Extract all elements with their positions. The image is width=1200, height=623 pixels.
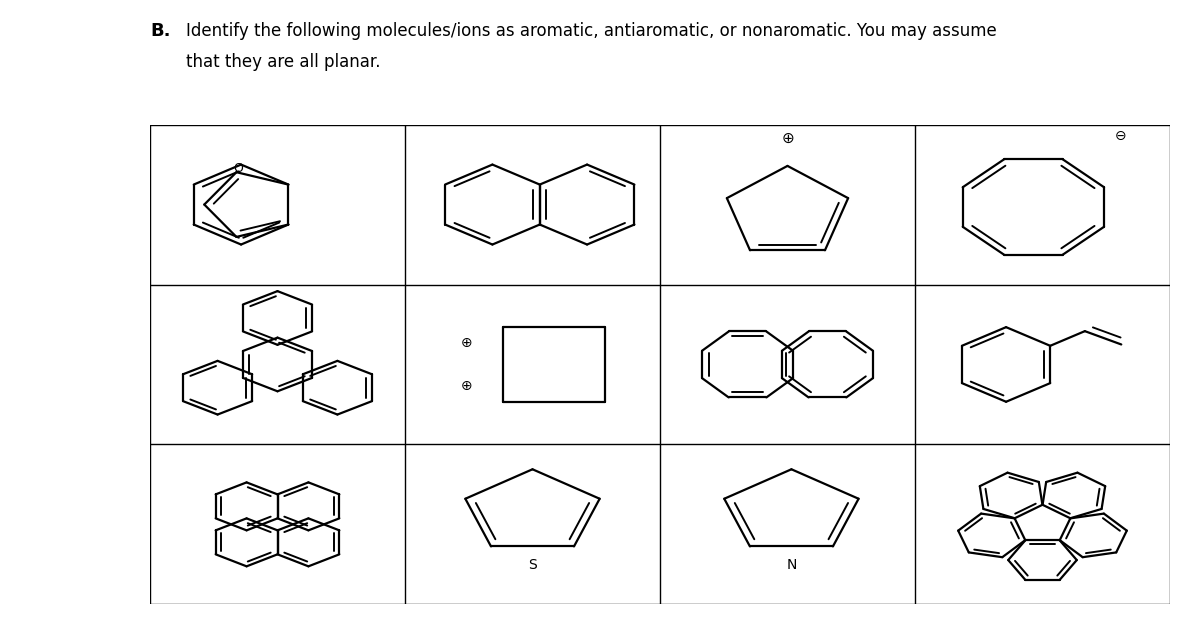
Text: ⊕: ⊕ <box>781 130 794 145</box>
Text: O: O <box>233 162 244 174</box>
Text: that they are all planar.: that they are all planar. <box>186 53 380 71</box>
Text: Identify the following molecules/ions as aromatic, antiaromatic, or nonaromatic.: Identify the following molecules/ions as… <box>186 22 997 40</box>
Text: S: S <box>528 558 536 573</box>
Text: ⊕: ⊕ <box>461 336 473 350</box>
Text: B.: B. <box>150 22 170 40</box>
Text: ⊕: ⊕ <box>461 379 473 392</box>
Text: ⊖: ⊖ <box>1115 129 1127 143</box>
Text: N: N <box>786 558 797 573</box>
